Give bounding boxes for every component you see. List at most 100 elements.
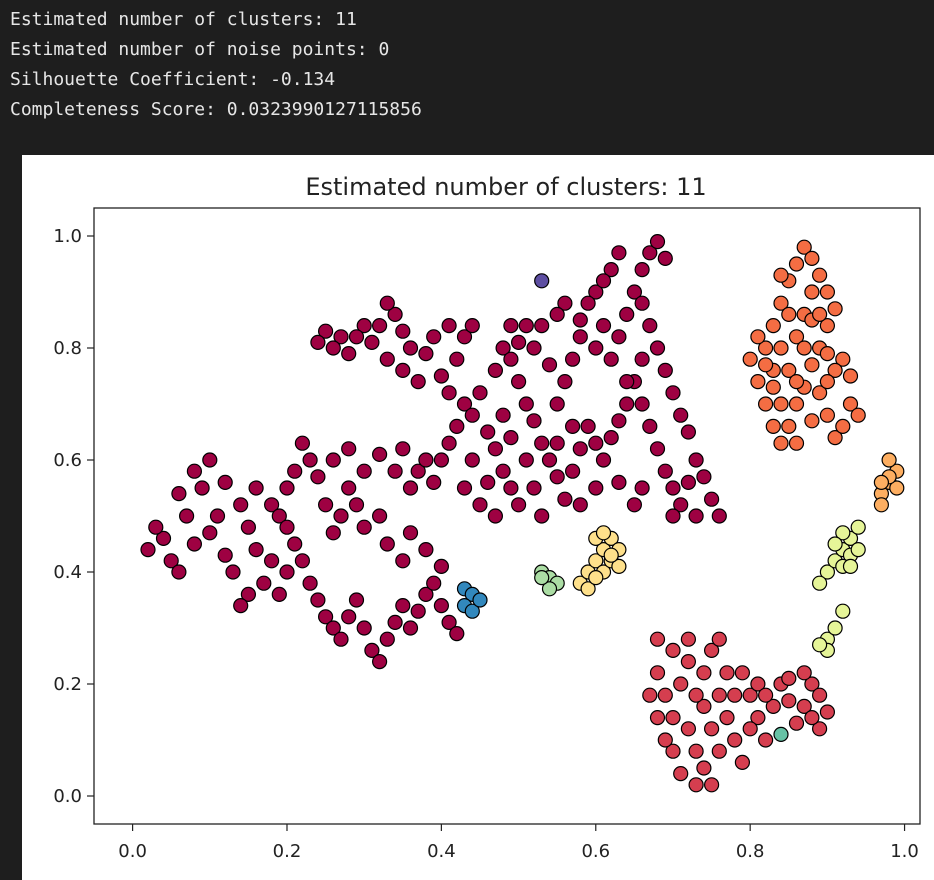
cluster-2-point xyxy=(750,329,766,345)
cluster-0-point xyxy=(665,508,681,524)
cluster-5-point xyxy=(827,620,843,636)
cluster-0-point xyxy=(657,250,673,267)
cluster-0-point xyxy=(202,525,218,541)
cluster-1-point xyxy=(711,631,727,647)
cluster-5-point xyxy=(835,603,851,619)
cluster-0-point xyxy=(410,603,426,619)
cluster-1-point xyxy=(665,743,681,759)
cluster-0-point xyxy=(572,441,588,457)
cluster-0-point xyxy=(402,480,419,496)
cluster-8-point xyxy=(472,592,488,608)
cluster-2-point xyxy=(804,357,820,373)
cluster-0-point xyxy=(318,323,334,339)
cluster-0-point xyxy=(464,407,480,423)
cluster-0-point xyxy=(642,418,658,434)
cluster-2-point xyxy=(819,318,836,334)
cluster-2-point xyxy=(827,301,843,317)
cluster-1-point xyxy=(680,631,697,647)
cluster-0-point xyxy=(356,463,372,479)
cluster-0-point xyxy=(588,435,604,451)
plot-frame xyxy=(93,207,921,825)
cluster-0-point xyxy=(418,452,434,468)
x-tick-label: 0.0 xyxy=(118,841,147,862)
cluster-0-point xyxy=(433,558,449,574)
cluster-0-point xyxy=(518,318,534,334)
cluster-1-point xyxy=(680,721,697,737)
cluster-0-point xyxy=(155,530,172,546)
cluster-5-point xyxy=(819,564,836,580)
cluster-2-point xyxy=(819,407,836,423)
cluster-1-point xyxy=(703,721,720,737)
cluster-1-point xyxy=(673,765,689,782)
cluster-0-point xyxy=(503,318,519,334)
cluster-0-point xyxy=(294,553,310,569)
cluster-1-point xyxy=(742,721,758,737)
cluster-0-point xyxy=(534,435,550,451)
cluster-0-point xyxy=(418,586,434,602)
cluster-0-point xyxy=(711,508,727,524)
cluster-0-point xyxy=(696,469,712,485)
cluster-0-point xyxy=(418,346,434,362)
cluster-0-point xyxy=(588,340,604,356)
cluster-0-point xyxy=(619,374,635,390)
completeness-line: Completeness Score: 0.0323990127115856 xyxy=(10,99,422,120)
y-axis: 0.0 0.2 0.4 0.6 0.8 1.0 xyxy=(53,226,94,807)
cluster-0-point xyxy=(348,497,365,513)
cluster-1-point xyxy=(680,654,697,670)
x-tick-label: 0.8 xyxy=(736,841,765,862)
cluster-0-point xyxy=(402,340,419,356)
cluster-0-point xyxy=(395,323,411,339)
cluster-1-point xyxy=(657,687,673,703)
cluster-0-point xyxy=(310,592,326,608)
cluster-0-point xyxy=(348,592,365,608)
cluster-0-point xyxy=(240,586,256,602)
cluster-2-point xyxy=(757,396,774,412)
cluster-0-point xyxy=(456,329,473,345)
cluster-5-point xyxy=(811,637,828,653)
cluster-1-point xyxy=(696,665,712,681)
cluster-0-point xyxy=(642,245,658,261)
scatter-figure: Estimated number of clusters: 11 0.0 0.2 0… xyxy=(22,155,934,880)
scatter-chart: Estimated number of clusters: 11 0.0 0.2 0… xyxy=(53,173,921,862)
cluster-0-point xyxy=(433,598,449,614)
cluster-3-point xyxy=(889,480,905,496)
cluster-1-point xyxy=(696,760,712,776)
cluster-0-point xyxy=(348,329,365,345)
cluster-0-point xyxy=(511,334,527,350)
cluster-0-point xyxy=(387,306,403,322)
cluster-1-point xyxy=(804,709,820,726)
cluster-0-point xyxy=(619,396,635,412)
cluster-0-point xyxy=(564,418,581,434)
cluster-0-point xyxy=(456,480,473,496)
cluster-0-point xyxy=(186,463,202,479)
cluster-1-point xyxy=(757,687,774,703)
cluster-0-point xyxy=(171,486,187,502)
cluster-0-point xyxy=(549,306,565,322)
cluster-0-point xyxy=(387,614,403,630)
cluster-0-point xyxy=(233,497,249,513)
x-tick-label: 0.6 xyxy=(581,841,610,862)
cluster-9-point xyxy=(534,273,550,289)
cluster-2-point xyxy=(850,407,866,423)
cluster-0-point xyxy=(341,441,357,457)
cluster-2-point xyxy=(819,284,836,300)
cluster-2-point xyxy=(788,329,805,345)
cluster-1-point xyxy=(750,676,766,692)
cluster-0-point xyxy=(680,424,697,440)
cluster-0-point xyxy=(372,654,388,670)
cluster-0-point xyxy=(580,418,596,434)
cluster-2-point xyxy=(750,374,766,390)
cluster-2-point xyxy=(819,346,836,362)
cluster-0-point xyxy=(364,334,380,350)
cluster-0-point xyxy=(572,329,588,345)
cluster-3-point xyxy=(881,452,897,468)
cluster-0-point xyxy=(372,318,388,334)
cluster-1-point xyxy=(765,698,781,715)
cluster-1-point xyxy=(657,732,673,748)
cluster-0-point xyxy=(325,525,341,541)
cluster-0-point xyxy=(673,497,689,513)
points-layer xyxy=(140,233,905,793)
y-tick-label: 0.8 xyxy=(53,338,82,359)
cluster-0-point xyxy=(341,480,357,496)
cluster-4-point xyxy=(595,525,612,541)
